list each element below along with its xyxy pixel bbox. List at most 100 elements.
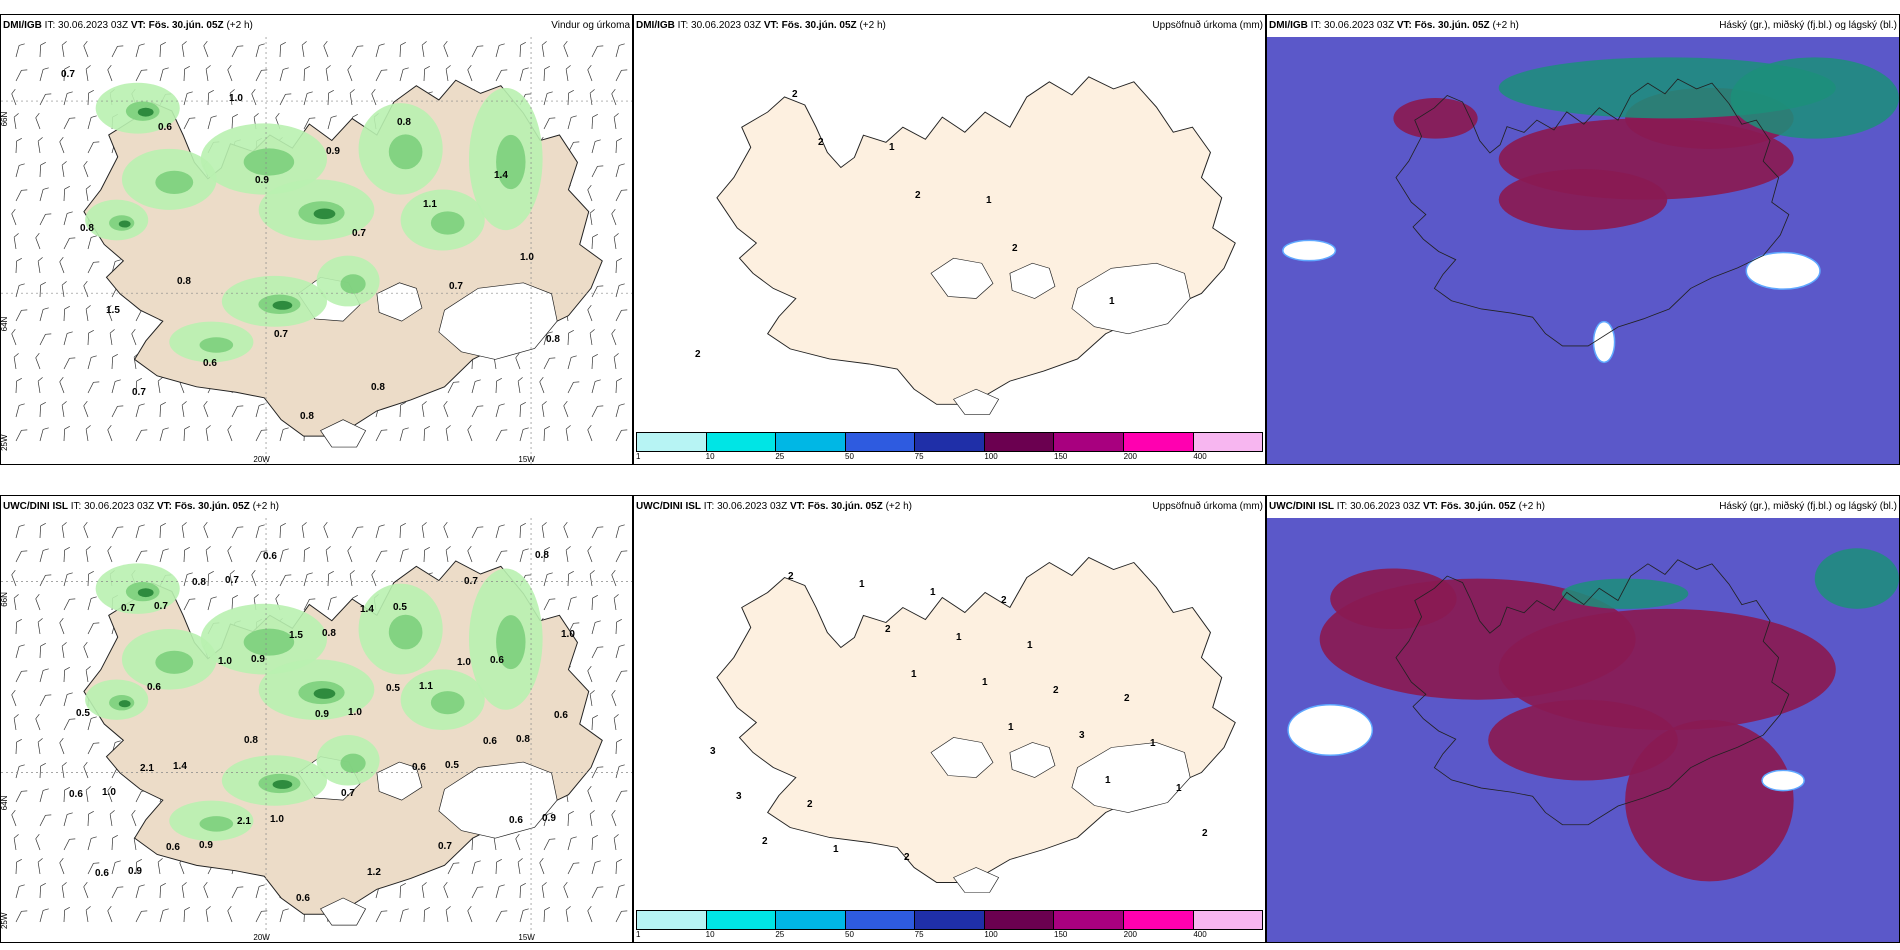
colorbar-swatch	[915, 433, 985, 451]
value-label: 0.6	[263, 551, 277, 562]
value-label: 1.0	[270, 814, 284, 825]
value-label: 0.7	[438, 841, 452, 852]
map-svg	[1267, 37, 1899, 464]
value-label: 1.1	[423, 199, 437, 210]
colorbar-swatch	[776, 911, 846, 929]
value-label: 2	[695, 349, 701, 360]
value-label: 0.7	[154, 601, 168, 612]
it-value: 30.06.2023 03Z	[717, 501, 788, 512]
value-label: 2	[904, 852, 910, 863]
colorbar-tick-label: 75	[914, 930, 924, 939]
colorbar-swatch	[706, 433, 777, 451]
colorbar-tick-label: 100	[984, 930, 998, 939]
vt-label: VT:	[156, 501, 172, 512]
lon-label: 25W	[1, 434, 9, 451]
it-label: IT:	[703, 501, 715, 512]
value-label: 0.8	[80, 223, 94, 234]
value-label: 0.7	[121, 603, 135, 614]
value-label: 1.4	[494, 170, 508, 181]
lead-time: (+2 h)	[1492, 20, 1519, 31]
colorbar-tick-label: 400	[1193, 930, 1207, 939]
colorbar-swatch	[1193, 433, 1263, 451]
lon-label: 20W	[253, 933, 270, 942]
vt-value: Fös. 30.jún. 05Z	[1440, 501, 1516, 512]
lead-time: (+2 h)	[885, 501, 912, 512]
value-label: 2	[807, 799, 813, 810]
vt-value: Fös. 30.jún. 05Z	[781, 20, 857, 31]
value-label: 0.7	[352, 228, 366, 239]
lat-label: 66N	[1, 592, 9, 607]
value-label: 3	[736, 791, 742, 802]
product-title: Uppsöfnuð úrkoma (mm)	[1152, 20, 1263, 31]
vt-label: VT:	[130, 20, 146, 31]
lon-label: 20W	[253, 455, 270, 464]
value-label: 0.8	[300, 411, 314, 422]
lat-label: 64N	[1, 316, 9, 331]
panel-header: DMI/IGB IT: 30.06.2023 03Z VT: Fös. 30.j…	[634, 15, 1265, 37]
colorbar-tick-label: 1	[636, 452, 641, 461]
value-label: 0.8	[371, 382, 385, 393]
colorbar-tick-label: 400	[1193, 452, 1207, 461]
vt-label: VT:	[1422, 501, 1438, 512]
product-title: Háský (gr.), miðský (fj.bl.) og lágský (…	[1719, 501, 1897, 512]
it-value: 30.06.2023 03Z	[58, 20, 129, 31]
value-label: 0.5	[393, 602, 407, 613]
graticule	[1, 518, 632, 942]
source-label: UWC/DINI ISL	[636, 501, 701, 512]
precip-shading	[85, 82, 543, 363]
vt-value: Fös. 30.jún. 05Z	[1414, 20, 1490, 31]
value-label: 1.4	[360, 604, 374, 615]
value-label: 0.6	[412, 762, 426, 773]
value-label: 1	[930, 587, 936, 598]
value-label: 1.0	[561, 629, 575, 640]
colorbar-swatch	[1054, 433, 1124, 451]
value-label: 1	[911, 669, 917, 680]
value-labels: 2 2 2 1 2 2 1 1	[695, 89, 1115, 360]
value-label: 0.8	[535, 550, 549, 561]
colorbar-tick-label: 25	[775, 930, 785, 939]
panel-header: DMI/IGB IT: 30.06.2023 03Z VT: Fös. 30.j…	[1267, 15, 1899, 37]
value-label: 0.6	[483, 736, 497, 747]
value-label: 2	[1012, 243, 1018, 254]
product-title: Vindur og úrkoma	[551, 20, 630, 31]
value-label: 3	[710, 746, 716, 757]
colorbar-tick-label: 50	[845, 452, 854, 461]
value-label: 0.7	[464, 576, 478, 587]
colorbar-swatch	[637, 433, 707, 451]
value-label: 2	[1124, 693, 1130, 704]
value-label: 0.8	[397, 117, 411, 128]
vt-value: Fös. 30.jún. 05Z	[807, 501, 883, 512]
source-label: UWC/DINI ISL	[1269, 501, 1334, 512]
value-label: 2	[915, 190, 921, 201]
value-label: 2	[885, 624, 891, 635]
value-label: 1.0	[218, 656, 232, 667]
value-labels: 0.7 0.6 0.9 0.7 0.7 0.8 0.7 1.0 0.9 1.1 1.0 1.5 0.6 0…	[61, 69, 560, 422]
value-label: 1.0	[348, 707, 362, 718]
value-label: 1	[982, 677, 988, 688]
colorbar-swatch	[915, 911, 985, 929]
value-label: 3	[1079, 730, 1085, 741]
panel-header: UWC/DINI ISL IT: 30.06.2023 03Z VT: Fös.…	[1267, 496, 1899, 518]
it-value: 30.06.2023 03Z	[1324, 20, 1395, 31]
value-label: 1.4	[173, 761, 187, 772]
value-label: 0.9	[542, 813, 556, 824]
value-label: 1.0	[229, 93, 243, 104]
value-label: 1	[956, 632, 962, 643]
colorbar-swatch	[984, 433, 1055, 451]
colorbar-tick-label: 10	[705, 452, 715, 461]
value-label: 0.8	[244, 735, 258, 746]
value-label: 0.8	[516, 734, 530, 745]
panel-precip-uwc: UWC/DINI ISL IT: 30.06.2023 03Z VT: Fös.…	[633, 495, 1266, 943]
vt-value: Fös. 30.jún. 05Z	[174, 501, 250, 512]
colorbar-swatch	[1123, 911, 1194, 929]
value-label: 0.9	[128, 866, 142, 877]
value-label: 1	[1109, 296, 1115, 307]
colorbar-swatch	[845, 433, 916, 451]
lon-label: 15W	[518, 933, 535, 942]
source-label: DMI/IGB	[1269, 20, 1308, 31]
value-label: 1	[859, 579, 865, 590]
value-label: 0.6	[203, 358, 217, 369]
value-labels: 0.7 0.9 1.0 0.5 0.9 0.9 0.7 0.8 1.1 0.8 1.0 0.9 0.6 0…	[69, 550, 575, 904]
value-label: 1.0	[520, 252, 534, 263]
panel-cloud-dmi: DMI/IGB IT: 30.06.2023 03Z VT: Fös. 30.j…	[1266, 14, 1900, 465]
